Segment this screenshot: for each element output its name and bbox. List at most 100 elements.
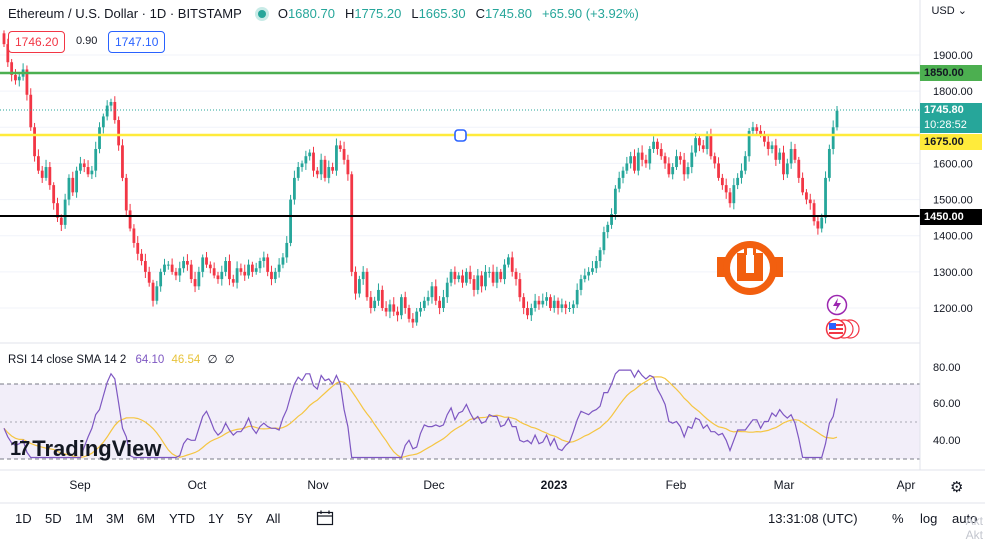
timeframe-5y[interactable]: 5Y	[237, 511, 253, 526]
candle-body	[480, 275, 484, 287]
candle	[124, 173, 128, 216]
candle-body	[270, 271, 273, 280]
price-axis[interactable]: 1900.001800.001700.001600.001500.001400.…	[933, 50, 973, 315]
auto-toggle[interactable]: auto	[952, 511, 978, 526]
candle-body	[659, 148, 663, 157]
candle	[63, 193, 67, 229]
currency-selector[interactable]: USD ⌄	[931, 4, 967, 17]
timeframe-5d[interactable]: 5D	[45, 511, 62, 526]
candle	[56, 197, 59, 222]
candle	[235, 261, 239, 289]
rsi-legend[interactable]: RSI 14 close SMA 14 2 64.10 46.54 ∅ ∅	[8, 352, 235, 366]
lightning-event-icon[interactable]	[826, 294, 848, 316]
price-tick-label: 1500.00	[933, 195, 973, 207]
candle-body	[587, 271, 591, 276]
timeframe-all[interactable]: All	[266, 511, 281, 526]
open-label: O	[277, 6, 288, 21]
candle	[678, 151, 682, 165]
candle-body	[140, 253, 143, 262]
candle	[445, 277, 449, 303]
candle-body	[583, 275, 587, 280]
candle	[610, 208, 613, 229]
time-axis[interactable]: Sep Oct Nov Dec 2023 Feb Mar Apr	[69, 478, 915, 492]
timeframe-ytd[interactable]: YTD	[169, 511, 195, 526]
candle-body	[575, 289, 579, 305]
candle	[720, 173, 724, 190]
candle	[434, 279, 438, 306]
tradingview-logo[interactable]: 17 TradingView	[10, 436, 161, 462]
candle	[602, 226, 606, 255]
candle	[805, 189, 808, 205]
candle-body	[774, 145, 778, 160]
candle-body	[365, 271, 369, 298]
candle	[694, 133, 698, 157]
candle-body	[522, 297, 526, 308]
line-handle[interactable]	[454, 129, 467, 142]
candle	[220, 265, 224, 286]
candle-body	[342, 148, 346, 160]
candle-body	[682, 159, 686, 175]
candle-body	[14, 74, 17, 81]
candle-body	[350, 174, 354, 272]
candle-body	[228, 261, 231, 280]
tradingview-logo-icon: 17	[10, 437, 30, 460]
candle-body	[571, 304, 575, 308]
percent-toggle[interactable]: %	[892, 511, 904, 526]
symbol-title[interactable]: Ethereum / U.S. Dollar · 1D · BITSTAMP	[8, 6, 242, 21]
candle-body	[300, 163, 304, 168]
timeframe-1d[interactable]: 1D	[15, 511, 32, 526]
candle-body	[29, 94, 33, 128]
timeframe-6m[interactable]: 6M	[137, 511, 156, 526]
candle-body	[132, 228, 136, 243]
candle	[541, 293, 545, 308]
timeframe-1m[interactable]: 1M	[75, 511, 94, 526]
log-toggle[interactable]: log	[920, 511, 938, 526]
rsi-axis[interactable]: 80.00 60.00 40.00	[933, 362, 961, 447]
candle-body	[533, 300, 537, 308]
candle-body	[541, 300, 545, 305]
candle	[377, 283, 380, 306]
candle-body	[434, 286, 438, 301]
candle-body	[766, 141, 770, 149]
candle	[109, 98, 113, 112]
candle	[212, 262, 216, 279]
candle-body	[258, 261, 262, 269]
rsi-extra-1: ∅	[207, 354, 218, 366]
date-range-icon[interactable]	[316, 510, 334, 526]
candle-body	[518, 279, 522, 298]
sell-button[interactable]: 1746.20	[8, 31, 66, 53]
candle	[205, 251, 208, 268]
candle	[117, 116, 121, 151]
candle	[105, 100, 109, 121]
candle-body	[186, 261, 189, 265]
timeframe-3m[interactable]: 3M	[106, 511, 125, 526]
candle	[587, 267, 591, 281]
candle	[480, 271, 484, 293]
candle-body	[552, 300, 556, 308]
candle	[453, 266, 457, 285]
settings-gear-icon[interactable]: ⚙	[950, 479, 964, 496]
candle	[40, 165, 44, 183]
candle-body	[197, 271, 201, 287]
candle	[816, 215, 820, 235]
candle	[365, 268, 369, 301]
candle-body	[484, 271, 487, 287]
buy-button[interactable]: 1747.10	[108, 31, 166, 53]
candle-body	[690, 152, 694, 168]
candle-body	[293, 177, 296, 200]
candle	[717, 157, 720, 181]
candle	[747, 128, 751, 162]
candle-body	[644, 159, 648, 164]
us-flag-events-icon[interactable]	[824, 318, 860, 340]
close-value: 1745.80	[484, 6, 532, 21]
candle-body	[17, 76, 21, 81]
candle-body	[621, 170, 625, 178]
utc-clock[interactable]: 13:31:08 (UTC)	[768, 511, 858, 526]
timeframe-1y[interactable]: 1Y	[208, 511, 224, 526]
candle	[766, 135, 770, 156]
candle-body	[610, 214, 613, 225]
price-tick-label: 1600.00	[933, 158, 973, 170]
candle-body	[472, 279, 476, 290]
